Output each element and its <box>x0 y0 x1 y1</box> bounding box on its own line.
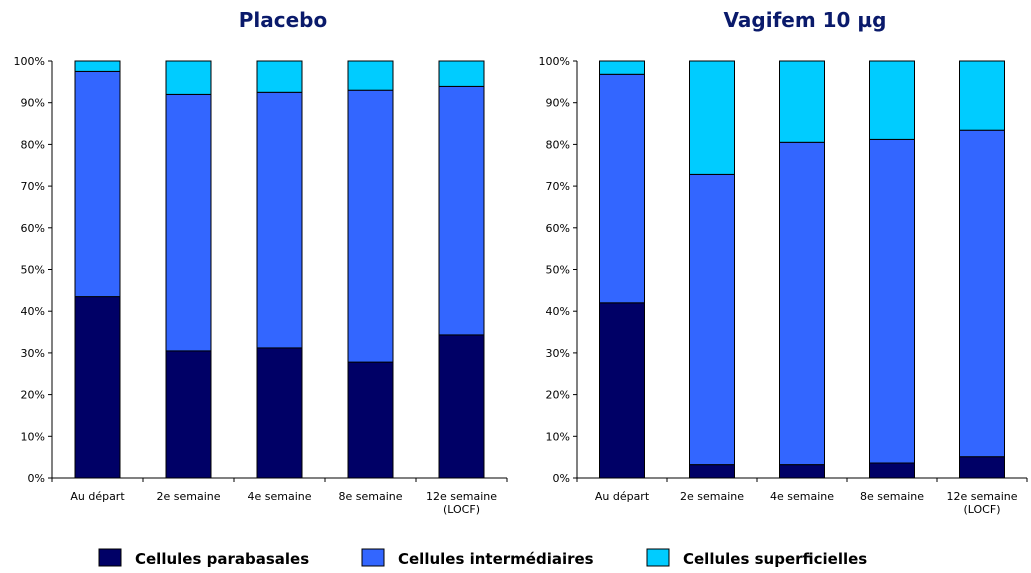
bar-cellules-parabasales-5 <box>438 334 485 479</box>
y-tick-label: 10% <box>546 430 570 443</box>
plot-vagifem: Au départ 2e semaine 4e semaine 8e semaine 1… <box>539 55 1028 516</box>
y-tick-label: 90% <box>546 97 570 110</box>
y-tick-label: 0% <box>553 472 570 485</box>
y-tick-label: 60% <box>546 222 570 235</box>
chart-title-placebo: Placebo <box>239 8 328 32</box>
y-tick-label: 40% <box>21 305 45 318</box>
bar-cellules-parabasales-5 <box>959 456 1005 479</box>
bar-cellules-intermediaires-4 <box>347 89 394 363</box>
y-tick-label: 50% <box>546 264 570 277</box>
bar-cellules-intermediaires-5 <box>438 85 485 336</box>
y-tick-label: 100% <box>14 55 45 68</box>
bar-cellules-parabasales-4 <box>869 462 915 479</box>
bar-cellules-intermediaires-1 <box>599 73 645 304</box>
bar-cellules-superficielles-2 <box>689 60 735 175</box>
y-tick-label: 80% <box>21 138 45 151</box>
x-tick-label-5: 12e semaine (LOCF) <box>946 490 1017 516</box>
y-tick-label: 70% <box>21 180 45 193</box>
bar-cellules-parabasales-3 <box>256 347 303 479</box>
bar-cellules-superficielles-1 <box>74 60 121 72</box>
y-tick-label: 100% <box>539 55 570 68</box>
plot-placebo: Au départ 2e semaine 4e semaine 8e semaine 1… <box>14 55 508 516</box>
bar-cellules-superficielles-3 <box>779 60 825 143</box>
bar-cellules-superficielles-5 <box>438 60 485 87</box>
bar-cellules-superficielles-1 <box>599 60 645 75</box>
bar-cellules-parabasales-4 <box>347 361 394 479</box>
y-tick-label: 10% <box>21 430 45 443</box>
legend-label-cellules-intermediaires: Cellules intermédiaires <box>398 550 594 568</box>
bar-cellules-parabasales-2 <box>689 464 735 479</box>
x-tick-label-1: Au départ <box>595 490 650 503</box>
y-tick-label: 20% <box>546 389 570 402</box>
bar-cellules-intermediaires-1 <box>74 70 121 298</box>
y-tick-label: 50% <box>21 264 45 277</box>
bar-cellules-superficielles-3 <box>256 60 303 93</box>
bar-cellules-superficielles-4 <box>347 60 394 91</box>
x-tick-label-4: 8e semaine <box>860 490 924 503</box>
y-tick-label: 40% <box>546 305 570 318</box>
bar-cellules-superficielles-4 <box>869 60 915 140</box>
legend-swatch-cellules-intermediaires <box>361 548 385 567</box>
bar-cellules-parabasales-1 <box>599 302 645 479</box>
bar-cellules-intermediaires-2 <box>689 173 735 466</box>
y-tick-label: 0% <box>28 472 45 485</box>
legend-swatch-cellules-parabasales <box>98 548 122 567</box>
x-tick-label-3: 4e semaine <box>247 490 311 503</box>
bar-cellules-intermediaires-5 <box>959 129 1005 458</box>
legend-swatch-cellules-superficielles <box>646 548 670 567</box>
x-tick-label-1: Au départ <box>70 490 125 503</box>
y-tick-label: 30% <box>546 347 570 360</box>
x-tick-label-5: 12e semaine (LOCF) <box>426 490 497 516</box>
bar-cellules-intermediaires-2 <box>165 93 212 352</box>
x-tick-label-3: 4e semaine <box>770 490 834 503</box>
bar-cellules-intermediaires-4 <box>869 138 915 464</box>
legend-label-cellules-superficielles: Cellules superficielles <box>683 550 867 568</box>
x-tick-label-4: 8e semaine <box>338 490 402 503</box>
y-tick-label: 70% <box>546 180 570 193</box>
bar-cellules-parabasales-2 <box>165 350 212 479</box>
y-tick-label: 30% <box>21 347 45 360</box>
bar-cellules-intermediaires-3 <box>779 141 825 466</box>
bar-cellules-parabasales-1 <box>74 296 121 479</box>
y-tick-label: 60% <box>21 222 45 235</box>
bar-cellules-intermediaires-3 <box>256 91 303 349</box>
legend-label-cellules-parabasales: Cellules parabasales <box>135 550 309 568</box>
y-tick-label: 90% <box>21 97 45 110</box>
bar-cellules-superficielles-2 <box>165 60 212 95</box>
bar-cellules-superficielles-5 <box>959 60 1005 131</box>
x-tick-label-2: 2e semaine <box>156 490 220 503</box>
legend: Cellules parabasales Cellules intermédiai… <box>98 548 867 568</box>
x-tick-label-2: 2e semaine <box>680 490 744 503</box>
y-tick-label: 20% <box>21 389 45 402</box>
bar-cellules-parabasales-3 <box>779 464 825 479</box>
y-tick-label: 80% <box>546 138 570 151</box>
chart-title-vagifem: Vagifem 10 µg <box>724 8 887 32</box>
